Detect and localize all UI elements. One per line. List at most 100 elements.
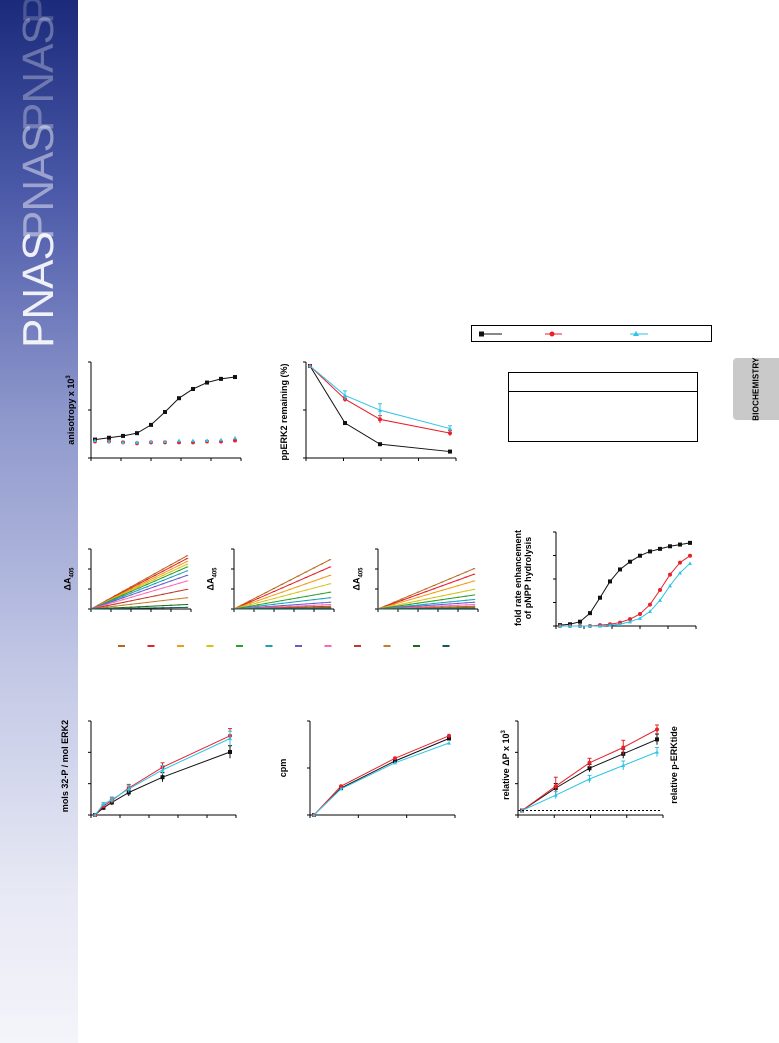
data-point [655, 750, 659, 754]
chart-d-legend [118, 645, 450, 647]
data-point [598, 595, 602, 600]
data-point [163, 439, 167, 444]
data-point [638, 612, 642, 616]
data-point [308, 364, 312, 368]
data-point [621, 763, 626, 768]
data-point [648, 549, 652, 554]
data-point [378, 442, 382, 447]
chart-d3 [375, 548, 479, 612]
data-point [339, 786, 343, 791]
ylabel-b: ppERK2 remaining (%) [279, 363, 289, 461]
data-point [558, 624, 562, 628]
data-point [655, 727, 659, 732]
data-point [447, 733, 451, 738]
data-point [587, 760, 592, 765]
chart-g [307, 720, 456, 818]
data-point [578, 619, 582, 624]
data-point [628, 619, 632, 624]
svg-text:PNAS: PNAS [14, 0, 63, 24]
data-point [393, 760, 397, 765]
data-point [688, 540, 692, 545]
data-point [608, 623, 612, 627]
data-point [191, 387, 195, 391]
chart-e [553, 531, 697, 629]
data-point [618, 622, 622, 626]
data-point [135, 431, 139, 436]
data-point [668, 583, 672, 588]
svg-text:PNAS: PNAS [14, 124, 63, 240]
data-point [678, 570, 682, 575]
ylabel-f: mols 32-P / mol ERK2 [60, 719, 70, 813]
data-point [648, 609, 652, 614]
series-line [309, 365, 451, 430]
data-point [233, 375, 237, 380]
data-point [598, 624, 602, 628]
data-point [160, 775, 165, 780]
pnas-logo-text: PNAS [14, 232, 63, 348]
data-point [448, 426, 452, 431]
data-point [177, 438, 181, 443]
data-point [688, 561, 692, 566]
ylabel-d2: ΔA405 [205, 567, 219, 591]
data-point [219, 437, 223, 442]
series-line [560, 555, 691, 627]
data-point [587, 766, 592, 771]
data-point [628, 559, 632, 564]
data-point [588, 611, 592, 616]
ylabel-e: fold rate enhancement of pNPP hydrolysis [513, 529, 533, 627]
ylabel-a: anisotropy x 103 [66, 375, 76, 445]
data-point [553, 793, 558, 797]
series-line [559, 542, 691, 626]
data-point [448, 449, 452, 454]
data-point [149, 439, 153, 444]
data-point [638, 553, 642, 558]
series-line [309, 365, 451, 434]
section-tab-label: BIOCHEMISTRY [751, 357, 761, 421]
data-point [447, 736, 451, 741]
data-point [343, 393, 347, 398]
data-point [149, 422, 153, 427]
ylabel-h: relative ΔP x 103 [501, 730, 511, 800]
data-point [658, 546, 662, 551]
ylabel-d1: ΔA405 [62, 567, 76, 591]
table-header-rule [509, 391, 697, 392]
data-point [655, 737, 659, 742]
series-line [560, 563, 691, 627]
data-point [658, 598, 662, 602]
data-point [101, 802, 106, 806]
data-point [126, 786, 131, 791]
data-point [233, 435, 237, 440]
journal-sidebar: PNAS PNAS PNAS PNAS [0, 0, 78, 1043]
series-line [94, 751, 231, 816]
data-point [447, 741, 451, 745]
data-point [163, 410, 167, 414]
series-line [94, 376, 236, 441]
legend-markers [479, 331, 648, 337]
data-point [578, 624, 582, 628]
data-point [343, 421, 347, 426]
data-point [160, 768, 165, 772]
data-point [608, 579, 612, 584]
data-point [121, 440, 125, 444]
data-table [508, 372, 698, 442]
data-point [93, 813, 97, 817]
ylabel-h-right: relative p-ERKtide [669, 726, 679, 804]
data-point [688, 553, 692, 558]
series-line [313, 735, 450, 816]
data-point [107, 439, 111, 444]
data-point [93, 438, 97, 443]
ylabel-g: cpm [278, 758, 288, 778]
data-point [668, 572, 672, 577]
ylabel-d3: ΔA405 [351, 567, 365, 591]
data-point [553, 784, 558, 789]
data-point [339, 784, 343, 789]
legend-box [471, 325, 712, 342]
section-tab[interactable]: BIOCHEMISTRY [733, 357, 779, 421]
data-point [621, 745, 626, 750]
data-point [393, 756, 397, 761]
pnas-logo: PNAS PNAS PNAS PNAS [6, 0, 70, 380]
data-point [638, 616, 642, 620]
data-point [588, 624, 592, 628]
data-point [668, 544, 672, 549]
series-line [94, 738, 231, 816]
